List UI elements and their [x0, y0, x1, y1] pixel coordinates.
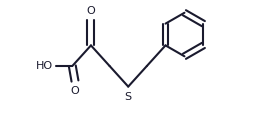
Text: O: O — [87, 6, 95, 16]
Text: S: S — [125, 91, 132, 102]
Text: HO: HO — [36, 61, 53, 71]
Text: O: O — [70, 86, 79, 96]
